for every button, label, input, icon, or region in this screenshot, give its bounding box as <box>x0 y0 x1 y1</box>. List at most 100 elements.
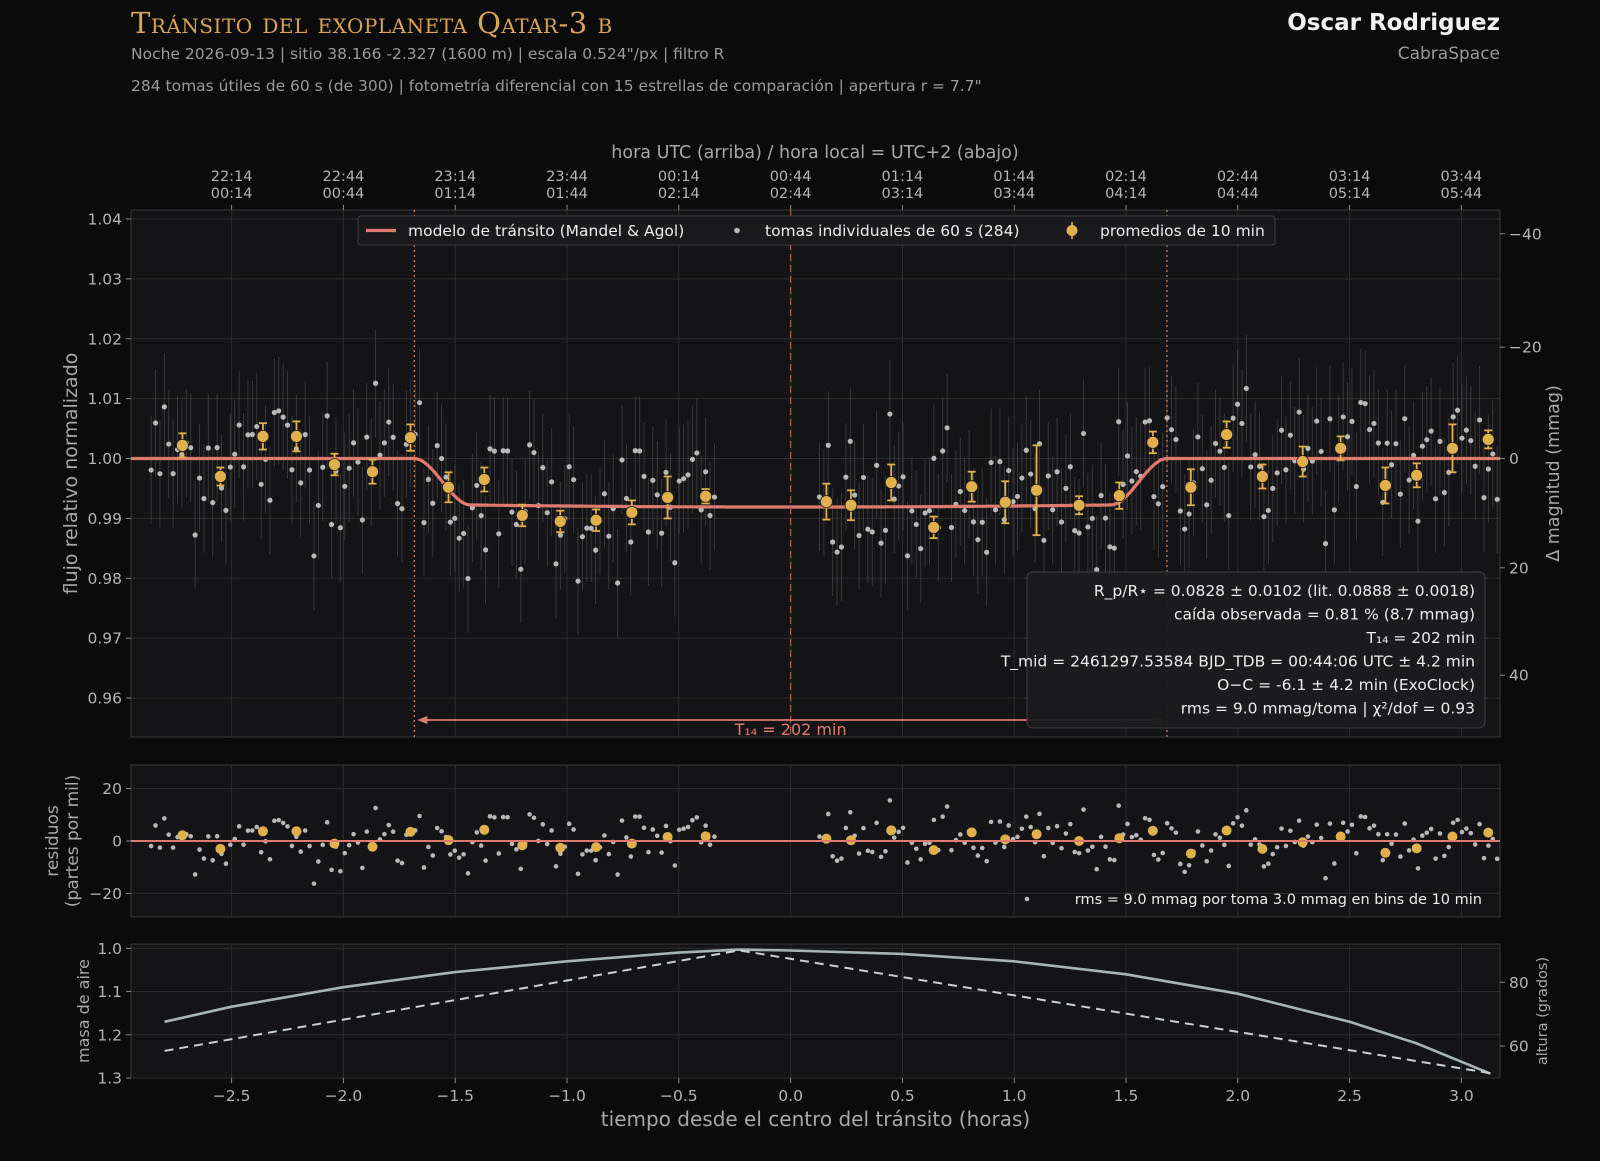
stats-line: O−C = -6.1 ± 4.2 min (ExoClock) <box>1217 676 1475 694</box>
data-point <box>1410 452 1417 459</box>
top-tick-local: 04:14 <box>1105 186 1147 202</box>
data-point <box>1314 418 1320 424</box>
y-tick-label: 0.96 <box>87 690 122 708</box>
data-point <box>394 500 401 507</box>
residual-point <box>1433 856 1438 861</box>
data-point <box>1261 514 1267 520</box>
data-point <box>157 471 163 477</box>
residual-point <box>188 833 194 839</box>
residual-point <box>1428 826 1434 832</box>
data-point <box>1243 385 1249 392</box>
residual-point <box>514 847 519 852</box>
residual-point <box>258 849 264 855</box>
residual-point <box>461 852 466 857</box>
binned-point <box>589 513 603 527</box>
binned-residual-point <box>177 830 188 841</box>
data-point <box>1019 475 1025 481</box>
residual-point <box>1481 855 1487 861</box>
residual-point <box>1472 842 1478 847</box>
data-point <box>434 443 440 449</box>
residual-point <box>1147 817 1152 823</box>
top-tick-local: 03:44 <box>993 186 1035 202</box>
residual-point <box>153 823 158 828</box>
data-point <box>1278 427 1285 433</box>
data-point <box>1234 401 1241 407</box>
residual-point <box>1103 844 1108 850</box>
residual-point <box>500 814 506 820</box>
x-tick-label: −1.5 <box>436 1087 474 1105</box>
data-point <box>1340 414 1346 420</box>
residual-point <box>1314 822 1320 827</box>
data-point <box>962 507 968 514</box>
binned-point <box>553 515 567 528</box>
reduction-info: 284 tomas útiles de 60 s (de 300) | foto… <box>131 77 982 95</box>
data-point <box>1217 448 1223 454</box>
residual-point <box>324 820 330 825</box>
data-point <box>531 449 537 456</box>
residual-point <box>298 849 304 854</box>
residual-point <box>1222 842 1227 848</box>
t14-arrowhead-left <box>417 716 428 724</box>
airmass-curve <box>164 948 1491 1075</box>
residual-point <box>878 854 884 860</box>
data-point <box>1226 512 1232 519</box>
residual-point <box>1213 832 1218 837</box>
residual-point <box>997 819 1003 824</box>
residual-point <box>1217 835 1223 841</box>
residual-annotation: rms = 9.0 mmag por toma 3.0 mmag en bins… <box>1075 892 1482 908</box>
residual-point <box>267 856 273 862</box>
data-point <box>161 404 167 410</box>
data-point <box>1041 537 1047 543</box>
data-point <box>1388 462 1395 468</box>
residual-point <box>1107 857 1113 862</box>
residual-point <box>1494 856 1500 862</box>
binned-point <box>1220 428 1234 441</box>
binned-point <box>998 495 1012 509</box>
residual-point <box>1345 829 1350 834</box>
residual-point <box>988 819 994 825</box>
data-point <box>478 513 484 519</box>
data-point <box>460 530 467 537</box>
top-tick-utc: 02:44 <box>1217 169 1259 185</box>
residual-point <box>1450 820 1456 826</box>
residual-point <box>606 851 612 857</box>
data-point <box>940 448 946 454</box>
residual-point <box>1041 853 1047 859</box>
residual-point <box>1442 853 1447 859</box>
y-right-tick-label: 0 <box>1509 450 1519 468</box>
data-point <box>1076 530 1082 536</box>
data-point <box>346 465 352 471</box>
top-tick-utc: 23:14 <box>434 169 476 185</box>
top-tick-local: 00:44 <box>323 186 365 202</box>
data-point <box>1072 528 1078 534</box>
binned-residual-point <box>1147 825 1158 836</box>
residual-point <box>949 847 954 853</box>
data-point <box>328 521 335 528</box>
binned-residual-point <box>1221 825 1232 836</box>
residual-point <box>975 853 981 858</box>
data-point <box>1028 471 1034 477</box>
binned-residual-point <box>367 841 378 852</box>
data-point <box>860 474 867 481</box>
residual-point <box>1090 844 1095 850</box>
data-point <box>926 508 933 514</box>
top-tick-utc: 03:14 <box>1329 169 1371 185</box>
data-point <box>641 473 647 479</box>
residual-point <box>685 824 691 830</box>
data-point <box>482 547 489 553</box>
residual-point <box>170 845 176 850</box>
data-point <box>1375 440 1381 446</box>
data-point <box>654 492 660 498</box>
residual-point <box>918 857 923 862</box>
data-point <box>1252 452 1258 458</box>
residual-point <box>1340 820 1346 826</box>
residual-point <box>1169 826 1174 831</box>
data-point <box>681 476 687 482</box>
data-point <box>170 471 176 477</box>
residual-point <box>302 828 308 833</box>
data-point <box>1186 511 1192 517</box>
residual-point <box>575 871 581 877</box>
residual-point <box>1274 844 1280 850</box>
residual-point <box>984 858 989 864</box>
